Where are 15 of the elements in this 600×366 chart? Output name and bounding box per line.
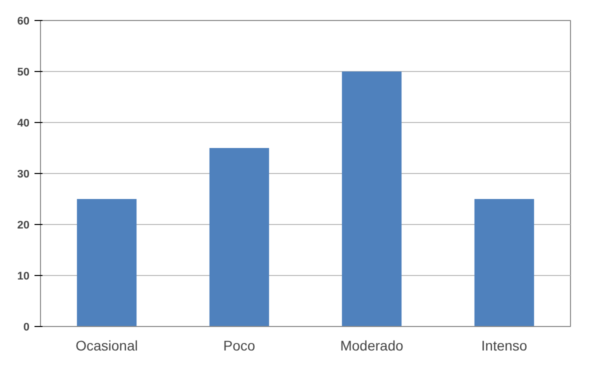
bar [209, 148, 270, 326]
y-tick-label: 50 [17, 66, 30, 78]
bar [76, 199, 137, 326]
y-tick-label: 30 [17, 168, 30, 180]
x-tick-label: Intenso [481, 338, 528, 354]
x-tick-label: Moderado [340, 338, 404, 354]
y-tick-label: 20 [17, 220, 30, 232]
y-tick-label: 40 [17, 118, 30, 130]
y-tick-label: 60 [17, 16, 30, 28]
bar [342, 72, 402, 326]
y-tick-label: 10 [17, 270, 30, 282]
x-tick-label: Ocasional [76, 338, 138, 354]
y-tick-label: 0 [23, 322, 30, 334]
x-tick-label: Poco [223, 338, 256, 354]
bar [474, 199, 534, 326]
